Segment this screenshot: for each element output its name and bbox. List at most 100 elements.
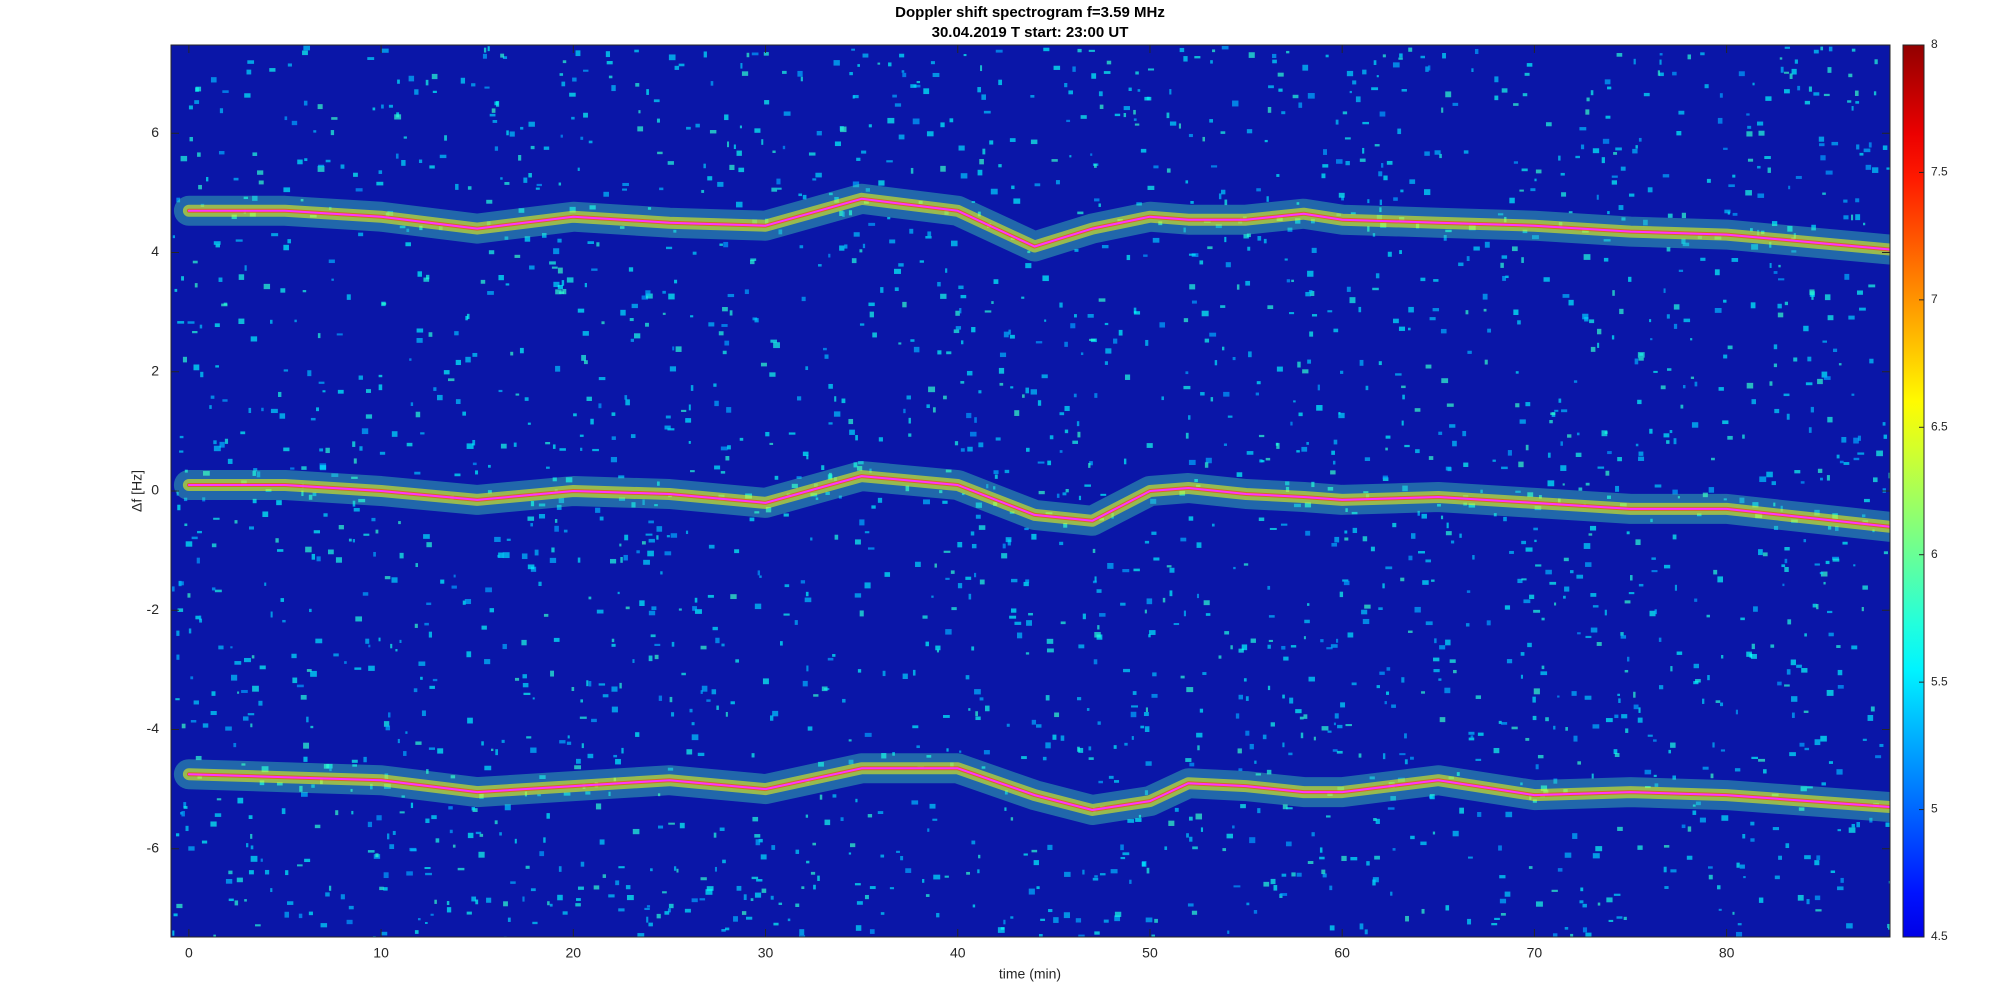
speckle [1227, 930, 1230, 934]
speckle [810, 871, 816, 875]
speckle [1383, 175, 1388, 181]
speckle [1719, 93, 1723, 98]
speckle [187, 321, 195, 324]
speckle [1243, 678, 1247, 682]
speckle [1545, 717, 1549, 722]
speckle [1585, 109, 1590, 115]
speckle [1311, 832, 1315, 837]
speckle [1330, 644, 1338, 648]
speckle [832, 794, 837, 798]
speckle [856, 466, 863, 471]
speckle [1580, 887, 1584, 892]
speckle [729, 310, 733, 316]
speckle [183, 802, 187, 808]
speckle [754, 318, 759, 323]
speckle [1128, 87, 1132, 92]
speckle [235, 239, 243, 242]
speckle [1838, 363, 1842, 366]
speckle [1743, 876, 1746, 879]
speckle [1146, 96, 1150, 101]
speckle [1657, 70, 1661, 76]
speckle [172, 235, 176, 239]
speckle [1628, 193, 1635, 197]
speckle [1571, 691, 1577, 696]
speckle [760, 854, 767, 860]
speckle [1273, 885, 1278, 891]
speckle [925, 641, 929, 647]
speckle [989, 140, 994, 145]
speckle [1638, 583, 1644, 587]
speckle [504, 236, 509, 240]
speckle [1232, 357, 1236, 361]
x-tick-label: 60 [1334, 945, 1350, 961]
speckle [210, 395, 215, 399]
speckle [922, 878, 925, 883]
speckle [1100, 493, 1107, 496]
speckle [1204, 462, 1209, 468]
speckle [783, 613, 790, 616]
speckle [185, 541, 193, 547]
speckle [1626, 656, 1630, 662]
speckle [1082, 869, 1085, 875]
speckle [236, 877, 243, 883]
speckle [1500, 262, 1504, 268]
speckle [1055, 180, 1060, 185]
speckle [990, 188, 998, 195]
speckle [701, 685, 708, 692]
speckle [1758, 549, 1763, 556]
speckle [1185, 371, 1189, 375]
speckle [606, 61, 613, 65]
speckle [1295, 218, 1301, 224]
speckle [1666, 247, 1671, 252]
speckle [1424, 151, 1430, 156]
speckle [1395, 373, 1402, 376]
speckle [1375, 818, 1380, 824]
speckle [1405, 915, 1409, 922]
speckle [425, 872, 432, 876]
speckle [654, 654, 659, 660]
speckle [1322, 164, 1329, 168]
speckle [283, 244, 289, 251]
speckle [1666, 314, 1670, 319]
speckle [1855, 214, 1861, 221]
speckle [1511, 726, 1518, 730]
speckle [1840, 877, 1844, 883]
speckle [1335, 119, 1339, 125]
speckle [1597, 902, 1601, 906]
speckle [530, 566, 537, 572]
speckle [1221, 346, 1225, 351]
speckle [1185, 432, 1189, 439]
speckle [1429, 317, 1436, 321]
speckle [812, 842, 817, 846]
speckle [1804, 633, 1807, 637]
speckle [827, 657, 834, 661]
speckle [673, 866, 677, 871]
speckle [1533, 527, 1538, 531]
speckle [1120, 602, 1126, 606]
speckle [842, 698, 846, 703]
speckle [749, 517, 755, 522]
speckle [1826, 475, 1830, 481]
speckle [942, 500, 948, 504]
speckle [1837, 669, 1843, 676]
speckle [662, 891, 667, 894]
speckle [1072, 66, 1076, 72]
speckle [1099, 613, 1106, 617]
speckle [637, 126, 644, 132]
speckle [859, 610, 864, 617]
speckle [1411, 533, 1416, 539]
speckle [486, 199, 493, 204]
speckle [1268, 85, 1274, 89]
speckle [527, 516, 535, 521]
speckle [756, 879, 763, 882]
speckle [1232, 100, 1239, 107]
speckle [444, 135, 447, 141]
speckle [801, 886, 805, 890]
speckle [1145, 707, 1149, 713]
speckle [1708, 487, 1715, 493]
speckle [1467, 350, 1472, 354]
speckle [331, 278, 334, 281]
speckle [197, 152, 201, 157]
speckle [348, 538, 352, 542]
speckle [912, 669, 916, 676]
